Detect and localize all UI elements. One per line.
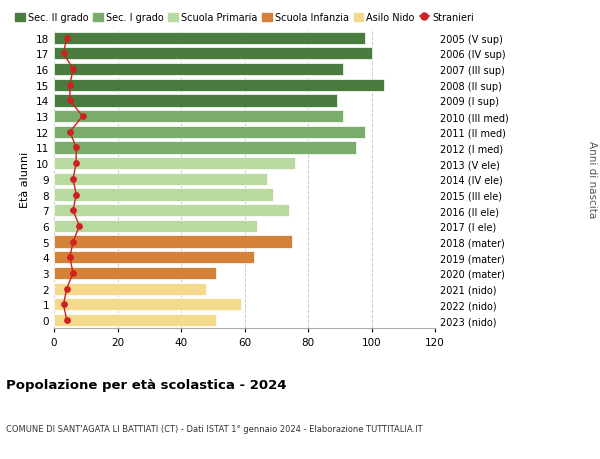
- Point: [65, 129, 74, 136]
- Point: [65, 82, 74, 89]
- Text: Anni di nascita: Anni di nascita: [587, 141, 597, 218]
- Point: [68, 270, 78, 277]
- Point: [68, 207, 78, 214]
- Bar: [54, 314, 216, 326]
- Point: [65, 254, 74, 262]
- Bar: [54, 299, 241, 311]
- Text: COMUNE DI SANT'AGATA LI BATTIATI (CT) - Dati ISTAT 1° gennaio 2024 - Elaborazion: COMUNE DI SANT'AGATA LI BATTIATI (CT) - …: [6, 425, 422, 434]
- Point: [74, 223, 84, 230]
- Text: Popolazione per età scolastica - 2024: Popolazione per età scolastica - 2024: [6, 379, 287, 392]
- Point: [62, 35, 71, 42]
- Point: [71, 145, 81, 152]
- Point: [62, 317, 71, 324]
- Point: [59, 301, 68, 308]
- Bar: [54, 267, 216, 280]
- Bar: [54, 283, 206, 295]
- Bar: [54, 220, 257, 233]
- Bar: [54, 79, 384, 92]
- Bar: [54, 189, 273, 201]
- Legend: Sec. II grado, Sec. I grado, Scuola Primaria, Scuola Infanzia, Asilo Nido, Stran: Sec. II grado, Sec. I grado, Scuola Prim…: [15, 13, 474, 23]
- Bar: [54, 48, 371, 60]
- Bar: [54, 205, 289, 217]
- Bar: [54, 111, 343, 123]
- Bar: [54, 236, 292, 248]
- Bar: [54, 142, 356, 154]
- Bar: [54, 158, 295, 170]
- Point: [78, 113, 88, 121]
- Point: [68, 176, 78, 183]
- Point: [71, 191, 81, 199]
- Bar: [54, 64, 343, 76]
- Point: [65, 97, 74, 105]
- Bar: [54, 95, 337, 107]
- Bar: [54, 174, 267, 185]
- Y-axis label: Età alunni: Età alunni: [20, 151, 31, 207]
- Bar: [54, 33, 365, 45]
- Point: [71, 160, 81, 168]
- Point: [62, 285, 71, 293]
- Bar: [54, 252, 254, 264]
- Bar: [54, 126, 365, 139]
- Point: [68, 238, 78, 246]
- Point: [68, 66, 78, 73]
- Point: [59, 50, 68, 58]
